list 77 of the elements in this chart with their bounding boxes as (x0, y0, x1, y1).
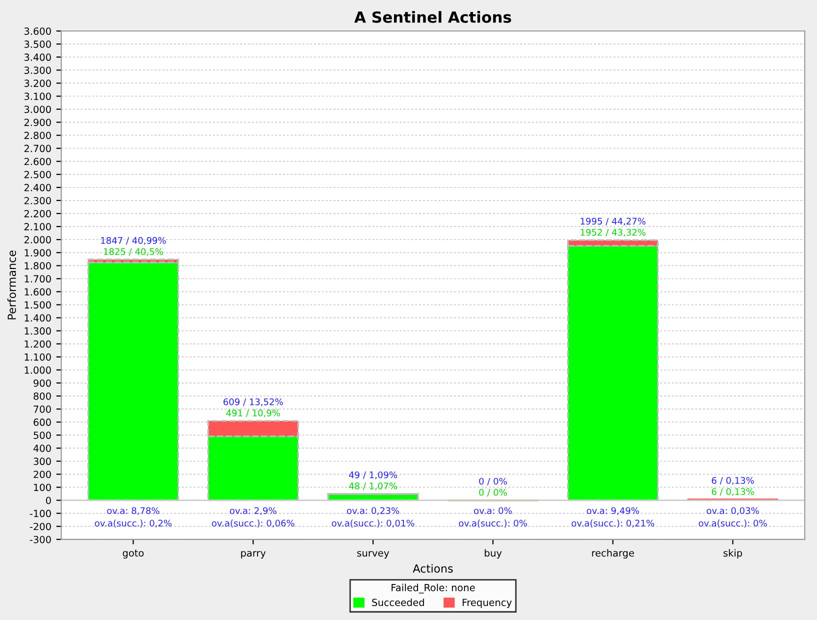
y-tick-label: 1.100 (24, 353, 51, 361)
data-label: 491 / 10,9% (226, 410, 280, 418)
y-tick-label: 3.400 (24, 54, 51, 61)
total-label: 0 / 0% (479, 478, 507, 486)
y-tick-label: 3.600 (24, 27, 51, 35)
y-tick-label: 400 (33, 444, 51, 452)
y-tick-label: 2.300 (24, 196, 51, 204)
x-tick-label: skip (724, 549, 742, 559)
y-tick-label: 1.600 (24, 288, 51, 296)
legend-label: Succeeded (372, 598, 424, 606)
y-tick-label: -300 (30, 536, 51, 544)
y-tick-label: 2.800 (24, 132, 51, 140)
data-label: 48 / 1,07% (349, 482, 398, 490)
bar (87, 262, 180, 502)
legend-title: Failed_Role: none (392, 584, 475, 594)
annotation: ov.a(succ.): 0,21% (572, 520, 654, 528)
y-tick-label: 3.100 (24, 92, 51, 100)
annotation: ov.a(succ.): 0,2% (94, 520, 172, 528)
annotation: ov.a(succ.): 0% (458, 520, 528, 528)
y-tick-label: 3.200 (24, 80, 51, 87)
x-tick-label: goto (122, 550, 144, 559)
total-label: 49 / 1,09% (349, 471, 398, 480)
x-tick-label: parry (241, 551, 266, 559)
y-axis-title: Performance (7, 250, 16, 320)
y-tick-label: 100 (34, 484, 51, 492)
data-label: 6 / 0,13% (712, 488, 754, 496)
y-tick-label: 2.500 (24, 170, 51, 178)
annotation: ov.a: 0% (474, 507, 512, 514)
y-tick-label: 2.000 (24, 236, 51, 244)
y-tick-label: 2.200 (24, 210, 51, 218)
x-axis-title: Actions (412, 564, 453, 573)
y-tick-label: 2.900 (24, 118, 51, 126)
y-tick-label: 1.500 (24, 301, 51, 309)
annotation: ov.a: 2,9% (230, 507, 276, 515)
y-tick-label: 1.800 (24, 262, 51, 270)
annotation: ov.a: 0,03% (706, 507, 759, 515)
y-tick-label: 1.200 (24, 340, 51, 348)
y-tick-label: -200 (30, 522, 51, 530)
total-label: 609 / 13,52% (224, 398, 283, 406)
annotation: ov.a: 8,78% (107, 507, 160, 515)
y-tick-label: 2.600 (24, 158, 51, 166)
y-tick-label: 2.700 (24, 144, 51, 152)
x-tick-label: buy (484, 549, 502, 559)
data-label: 0 / 0% (479, 488, 507, 496)
chart-title: A Sentinel Actions (354, 11, 512, 23)
data-label: 1952 / 43,32% (580, 228, 646, 237)
y-tick-label: 800 (34, 392, 51, 400)
y-tick-label: 3.000 (24, 106, 51, 114)
x-tick-label: survey (357, 551, 390, 559)
y-tick-label: 900 (34, 379, 51, 387)
y-tick-label: 1.300 (24, 327, 51, 335)
y-tick-label: 700 (34, 406, 51, 413)
annotation: ov.a(succ.): 0,06% (212, 520, 294, 528)
y-tick-label: 3.300 (24, 66, 51, 74)
y-tick-label: 500 (34, 432, 51, 439)
annotation: ov.a(succ.): 0% (698, 520, 767, 528)
y-tick-label: 1.900 (24, 249, 51, 256)
annotation: ov.a: 9,49% (586, 507, 639, 515)
annotation: ov.a: 0,23% (346, 507, 400, 515)
y-tick-label: 1.400 (24, 314, 51, 322)
y-tick-label: 1.000 (24, 366, 51, 374)
annotation: ov.a(succ.): 0,01% (332, 520, 414, 528)
x-tick-label: recharge (592, 549, 634, 559)
y-tick-label: 600 (34, 418, 51, 426)
y-tick-label: 300 (34, 458, 51, 466)
y-tick-label: 1.700 (24, 275, 51, 283)
legend-label: Frequency (462, 598, 512, 608)
y-tick-label: -100 (30, 510, 51, 518)
y-tick-label: 2.400 (24, 184, 51, 192)
data-label: 1825 / 40,5% (104, 248, 163, 256)
total-label: 6 / 0,13% (712, 477, 754, 485)
y-tick-label: 3.500 (24, 40, 51, 48)
y-tick-label: 2.100 (24, 223, 51, 230)
y-tick-label: 0 (46, 496, 51, 504)
y-tick-label: 200 (34, 470, 51, 478)
total-label: 1995 / 44,27% (580, 218, 646, 226)
total-label: 1847 / 40,99% (101, 237, 166, 245)
